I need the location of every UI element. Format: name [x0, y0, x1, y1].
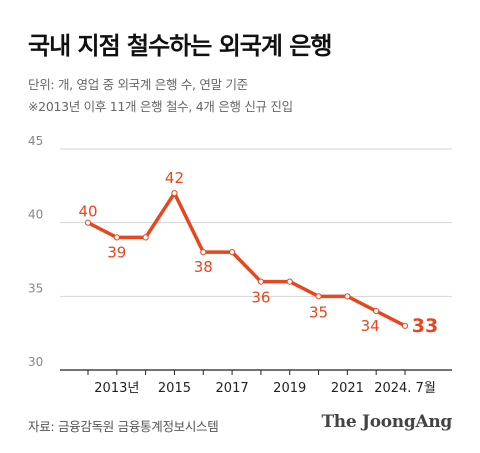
y-axis-ticks: 30 35 40 45: [28, 134, 43, 369]
chart-title: 국내 지점 철수하는 외국계 은행: [28, 32, 332, 60]
data-point: [228, 249, 236, 256]
data-point: [113, 234, 120, 241]
data-labels: 40 39 42 38 36 35 34 33: [78, 169, 438, 337]
x-tick-label: 2017: [216, 381, 249, 396]
data-point: [171, 190, 178, 197]
y-tick-label: 45: [28, 134, 43, 148]
footnote: ※2013년 이후 11개 은행 철수, 4개 은행 신규 진입: [28, 99, 293, 114]
data-point: [257, 278, 265, 285]
data-point: [142, 234, 149, 241]
series-line: [86, 191, 407, 328]
y-tick-label: 35: [28, 281, 43, 295]
x-tick-label: 2021: [331, 381, 364, 396]
data-label: 33: [412, 315, 438, 337]
x-axis-ticks: 2013년 2015 2017 2019 2021 2024. 7월: [87, 370, 436, 396]
data-point: [344, 293, 351, 300]
data-label: 36: [251, 289, 270, 307]
data-point: [84, 219, 92, 226]
series-points: [84, 190, 409, 329]
data-label: 42: [165, 169, 184, 187]
data-point: [200, 249, 207, 256]
publisher-logo: The JoongAng: [321, 412, 452, 432]
x-tick-label: 2024. 7월: [374, 381, 436, 396]
data-point: [401, 322, 409, 329]
series-line-path: [86, 191, 407, 328]
x-tick-label: 2015: [158, 381, 191, 396]
data-label: 38: [194, 258, 213, 276]
data-point: [286, 278, 293, 285]
data-label: 40: [78, 203, 97, 221]
source-note: 자료: 금융감독원 금융통계정보시스템: [28, 419, 219, 434]
data-label: 39: [107, 243, 126, 261]
data-point: [373, 307, 380, 315]
x-tick-label: 2013년: [94, 381, 139, 396]
unit-note: 단위: 개, 영업 중 외국계 은행 수, 연말 기준: [28, 77, 248, 92]
data-label: 34: [361, 317, 380, 335]
data-label: 35: [309, 303, 328, 321]
data-point: [315, 293, 322, 300]
x-tick-label: 2019: [273, 381, 306, 396]
grid-lines: [60, 148, 452, 371]
y-tick-label: 30: [28, 355, 43, 369]
y-tick-label: 40: [28, 208, 43, 222]
